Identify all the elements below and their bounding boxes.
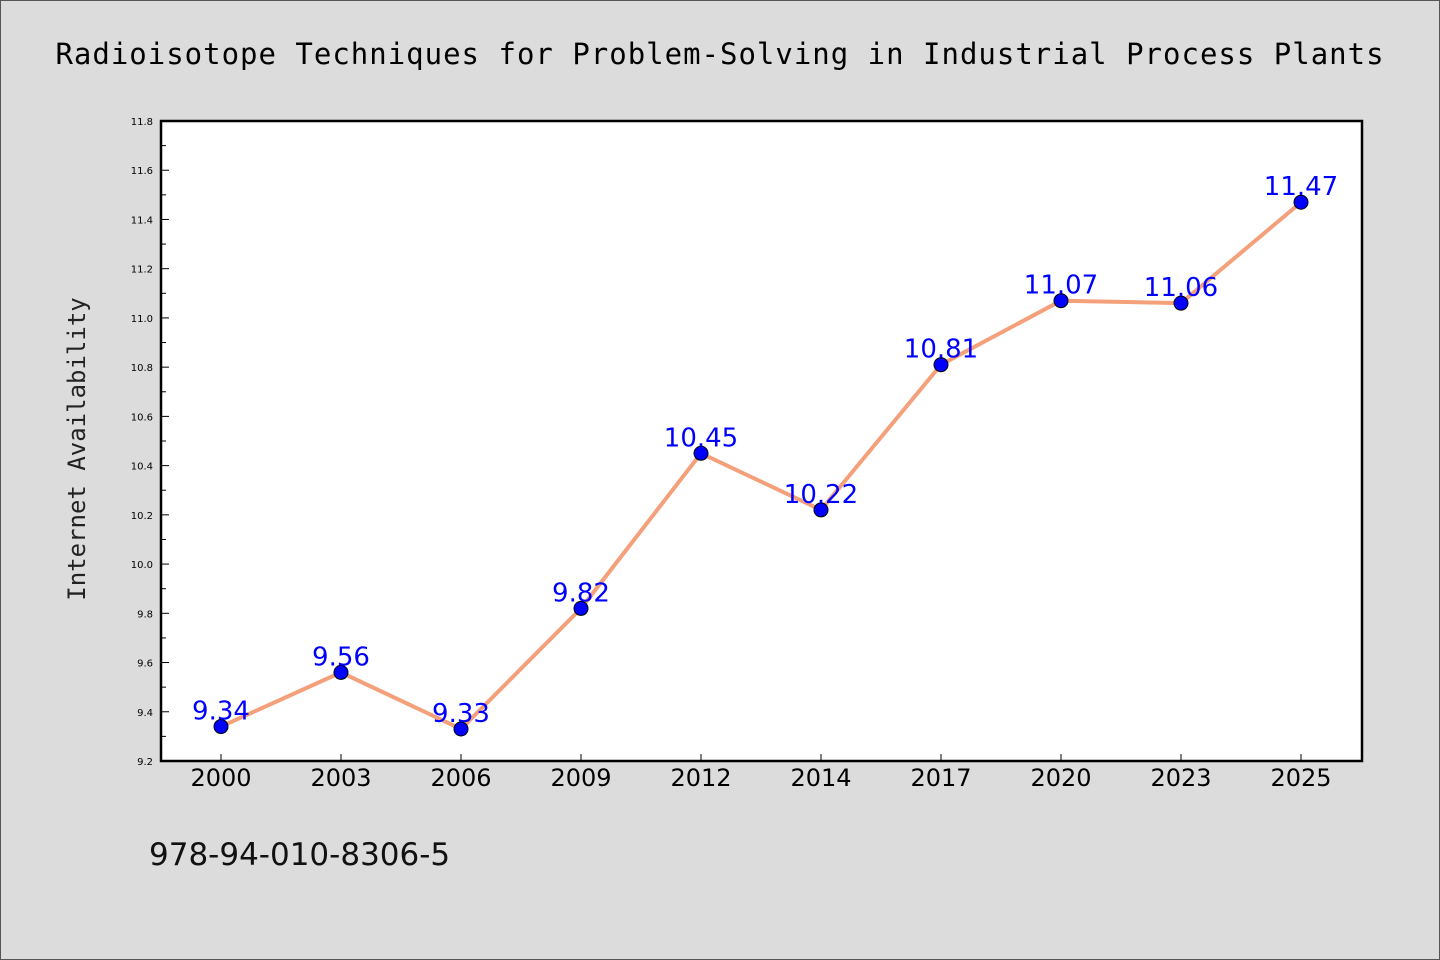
data-point bbox=[933, 357, 949, 373]
x-tick-label: 2000 bbox=[190, 764, 251, 792]
x-tick-label: 2023 bbox=[1150, 764, 1211, 792]
data-point bbox=[573, 600, 589, 616]
data-point bbox=[453, 721, 469, 737]
data-label: 9.34 bbox=[192, 697, 250, 727]
data-point bbox=[1053, 293, 1069, 309]
data-point bbox=[813, 502, 829, 518]
y-tick-label: 10.2 bbox=[131, 511, 153, 522]
plot-area bbox=[159, 119, 1364, 763]
data-point bbox=[333, 664, 349, 680]
y-tick-label: 11.0 bbox=[131, 314, 153, 325]
series-line bbox=[219, 200, 1303, 731]
y-tick-label: 10.6 bbox=[131, 412, 153, 423]
data-label: 11.06 bbox=[1144, 273, 1218, 303]
data-label: 9.82 bbox=[552, 578, 610, 608]
y-tick-label: 11.8 bbox=[131, 117, 153, 128]
x-tick-label: 2012 bbox=[670, 764, 731, 792]
y-tick-label: 10.8 bbox=[131, 363, 153, 374]
data-label: 9.33 bbox=[432, 699, 490, 729]
y-axis-label: Internet Availability bbox=[63, 297, 91, 600]
data-label: 11.47 bbox=[1264, 172, 1338, 202]
x-tick-label: 2025 bbox=[1270, 764, 1331, 792]
data-label: 9.56 bbox=[312, 642, 370, 672]
data-labels: 9.34 9.56 9.33 9.82 10.45 10.22 10.81 11.07 11.0… bbox=[192, 172, 1338, 729]
y-tick-label: 10.4 bbox=[131, 462, 153, 473]
x-tick-label: 2014 bbox=[790, 764, 851, 792]
data-point bbox=[1293, 194, 1309, 210]
x-tick-label: 2020 bbox=[1030, 764, 1091, 792]
y-tick-label: 9.6 bbox=[137, 659, 153, 670]
data-point bbox=[213, 719, 229, 735]
x-tick-label: 2017 bbox=[910, 764, 971, 792]
y-tick-label: 11.6 bbox=[131, 166, 153, 177]
y-axis: 9.2 9.4 9.6 9.8 10.0 10.2 10.4 10.6 10.8 11.0 11.2… bbox=[131, 117, 169, 768]
data-point bbox=[693, 445, 709, 461]
y-tick-label: 11.2 bbox=[131, 265, 153, 276]
y-tick-label: 11.4 bbox=[131, 215, 153, 226]
data-label: 11.07 bbox=[1024, 271, 1098, 301]
x-axis: 2000 2003 2006 2009 2012 2014 2017 2020 2023 2025 bbox=[190, 754, 1332, 792]
data-label: 10.81 bbox=[904, 335, 978, 365]
isbn-text: 978-94-010-8306-5 bbox=[149, 837, 450, 873]
x-tick-label: 2009 bbox=[550, 764, 611, 792]
y-tick-label: 9.4 bbox=[137, 708, 153, 719]
data-point bbox=[1173, 295, 1189, 311]
data-label: 10.45 bbox=[664, 423, 738, 453]
series-group bbox=[213, 194, 1309, 737]
x-tick-label: 2006 bbox=[430, 764, 491, 792]
data-label: 10.22 bbox=[784, 480, 858, 510]
y-tick-label: 10.0 bbox=[131, 560, 153, 571]
y-tick-label: 9.2 bbox=[137, 757, 153, 768]
y-tick-label: 9.8 bbox=[137, 609, 153, 620]
x-tick-label: 2003 bbox=[310, 764, 371, 792]
chart-title: Radioisotope Techniques for Problem-Solv… bbox=[55, 37, 1384, 71]
